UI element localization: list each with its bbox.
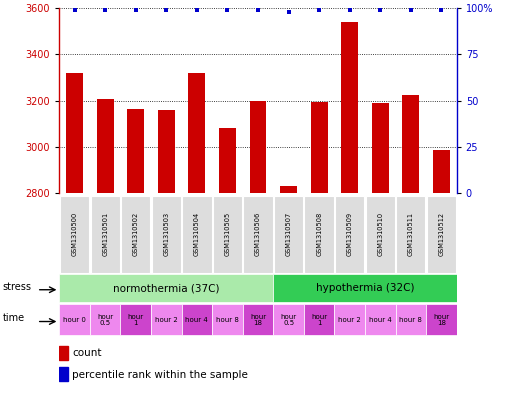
FancyBboxPatch shape <box>213 196 242 273</box>
FancyBboxPatch shape <box>304 196 334 273</box>
Bar <box>372 103 389 193</box>
Point <box>101 7 109 13</box>
Text: time: time <box>3 313 25 323</box>
FancyBboxPatch shape <box>59 274 273 303</box>
Text: GSM1310505: GSM1310505 <box>224 212 231 256</box>
Bar <box>97 99 114 193</box>
FancyBboxPatch shape <box>60 196 89 273</box>
FancyBboxPatch shape <box>243 305 273 335</box>
FancyBboxPatch shape <box>273 274 457 303</box>
Text: GSM1310508: GSM1310508 <box>316 212 322 256</box>
Text: hour 4: hour 4 <box>369 317 392 323</box>
Point <box>162 7 170 13</box>
Text: GSM1310503: GSM1310503 <box>163 212 169 256</box>
FancyBboxPatch shape <box>304 305 334 335</box>
Bar <box>280 186 297 193</box>
Bar <box>250 101 266 193</box>
Point <box>132 7 140 13</box>
FancyBboxPatch shape <box>335 196 364 273</box>
Point <box>407 7 415 13</box>
Bar <box>188 73 205 193</box>
Point <box>437 7 445 13</box>
Bar <box>219 128 236 193</box>
Text: GSM1310506: GSM1310506 <box>255 212 261 256</box>
Point <box>315 7 323 13</box>
FancyBboxPatch shape <box>182 305 212 335</box>
Point <box>193 7 201 13</box>
Text: normothermia (37C): normothermia (37C) <box>113 283 220 293</box>
FancyBboxPatch shape <box>90 305 120 335</box>
FancyBboxPatch shape <box>273 305 304 335</box>
Text: hour
0.5: hour 0.5 <box>281 314 297 326</box>
FancyBboxPatch shape <box>90 196 120 273</box>
Bar <box>59 346 68 360</box>
Text: hour
0.5: hour 0.5 <box>97 314 113 326</box>
FancyBboxPatch shape <box>365 305 396 335</box>
Text: hour 8: hour 8 <box>399 317 422 323</box>
Text: hour
1: hour 1 <box>127 314 144 326</box>
Text: hour 2: hour 2 <box>155 317 178 323</box>
Text: GSM1310511: GSM1310511 <box>408 212 414 256</box>
FancyBboxPatch shape <box>334 305 365 335</box>
FancyBboxPatch shape <box>274 196 303 273</box>
FancyBboxPatch shape <box>59 305 90 335</box>
Bar <box>433 150 450 193</box>
FancyBboxPatch shape <box>365 196 395 273</box>
FancyBboxPatch shape <box>396 305 426 335</box>
Point <box>376 7 384 13</box>
Bar <box>341 22 358 193</box>
FancyBboxPatch shape <box>427 196 456 273</box>
Text: hour 2: hour 2 <box>338 317 361 323</box>
Text: GSM1310504: GSM1310504 <box>194 212 200 256</box>
Bar <box>59 367 68 381</box>
Text: hour 4: hour 4 <box>185 317 208 323</box>
Text: GSM1310510: GSM1310510 <box>377 212 383 256</box>
FancyBboxPatch shape <box>120 305 151 335</box>
FancyBboxPatch shape <box>151 305 182 335</box>
Point <box>284 9 293 15</box>
Text: hour 8: hour 8 <box>216 317 239 323</box>
FancyBboxPatch shape <box>426 305 457 335</box>
Text: count: count <box>72 348 102 358</box>
Text: hypothermia (32C): hypothermia (32C) <box>316 283 414 293</box>
Bar <box>402 95 419 193</box>
FancyBboxPatch shape <box>152 196 181 273</box>
Bar <box>66 73 83 193</box>
FancyBboxPatch shape <box>121 196 151 273</box>
Text: hour
1: hour 1 <box>311 314 327 326</box>
Text: stress: stress <box>3 282 31 292</box>
Text: hour 0: hour 0 <box>63 317 86 323</box>
Point <box>71 7 79 13</box>
FancyBboxPatch shape <box>396 196 426 273</box>
Text: GSM1310512: GSM1310512 <box>439 212 444 256</box>
FancyBboxPatch shape <box>244 196 272 273</box>
Bar <box>311 102 328 193</box>
FancyBboxPatch shape <box>212 305 243 335</box>
Point <box>223 7 232 13</box>
Text: hour
18: hour 18 <box>433 314 449 326</box>
Text: GSM1310500: GSM1310500 <box>72 212 77 256</box>
Text: GSM1310507: GSM1310507 <box>285 212 292 256</box>
Text: GSM1310502: GSM1310502 <box>133 212 139 256</box>
Point <box>254 7 262 13</box>
Text: GSM1310501: GSM1310501 <box>102 212 108 256</box>
Text: hour
18: hour 18 <box>250 314 266 326</box>
FancyBboxPatch shape <box>182 196 212 273</box>
Text: GSM1310509: GSM1310509 <box>347 212 353 256</box>
Text: percentile rank within the sample: percentile rank within the sample <box>72 369 248 380</box>
Bar <box>127 109 144 193</box>
Point <box>346 7 354 13</box>
Bar <box>158 110 175 193</box>
